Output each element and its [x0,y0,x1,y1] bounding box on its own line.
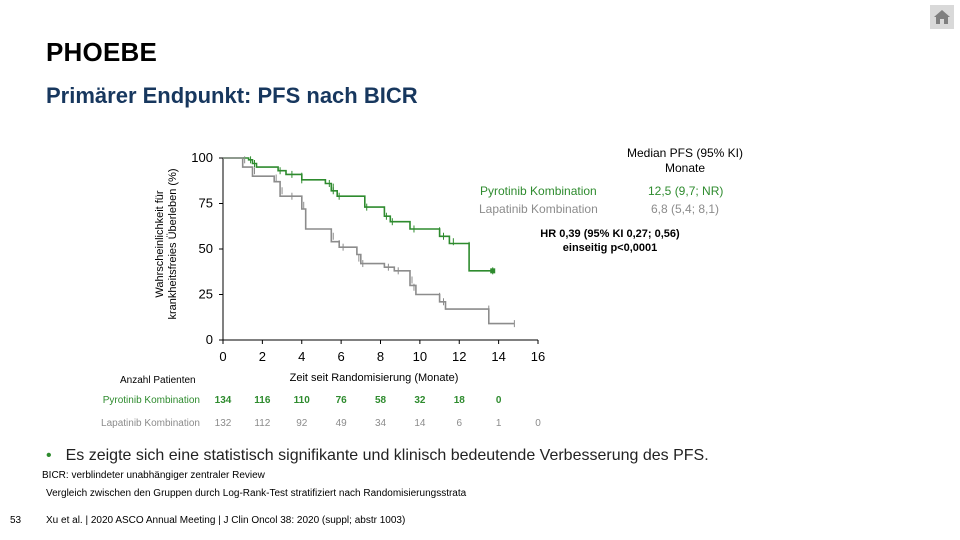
legend-pyrotinib-name: Pyrotinib Kombination [480,184,597,198]
y-axis-label-line1: Wahrscheinlichkeit für [154,190,166,298]
y-tick-label: 50 [199,241,213,256]
risk-table-header: Anzahl Patienten [120,375,196,386]
risk-cell-pyrotinib: 0 [484,395,514,406]
y-tick-label: 0 [206,332,213,347]
chart-axes: 0 25 50 75 100 0 2 4 6 8 10 12 14 16 [191,150,545,364]
risk-cell-lapatinib: 34 [366,418,396,429]
risk-cell-pyrotinib: 18 [444,395,474,406]
bullet-dot-icon: • [46,447,52,464]
risk-cell-lapatinib: 112 [247,418,277,429]
risk-row-label-lapatinib: Lapatinib Kombination [90,418,200,429]
y-tick-label: 25 [199,287,213,302]
risk-cell-lapatinib: 14 [405,418,435,429]
risk-row-label-pyrotinib: Pyrotinib Kombination [90,395,200,406]
risk-cell-lapatinib: 6 [444,418,474,429]
risk-cell-pyrotinib: 134 [208,395,238,406]
y-tick-label: 75 [199,196,213,211]
risk-cell-pyrotinib: 110 [287,395,317,406]
x-tick-label: 6 [338,349,345,364]
risk-cell-lapatinib: 132 [208,418,238,429]
risk-cell-lapatinib: 0 [523,418,553,429]
legend-lapatinib-name: Lapatinib Kombination [479,202,598,216]
citation: Xu et al. | 2020 ASCO Annual Meeting | J… [46,515,405,526]
bullet-item: • Es zeigte sich eine statistisch signifi… [46,447,709,465]
footnote-bicr: BICR: verblindeter unabhängiger zentrale… [42,470,265,481]
risk-cell-pyrotinib: 32 [405,395,435,406]
x-tick-label: 0 [219,349,226,364]
risk-cell-pyrotinib: 76 [326,395,356,406]
footnote-logrank: Vergleich zwischen den Gruppen durch Log… [46,488,466,499]
hazard-ratio-line2: einseitig p<0,0001 [520,241,700,255]
risk-cell-lapatinib: 1 [484,418,514,429]
legend-lapatinib-value: 6,8 (5,4; 8,1) [651,202,719,216]
risk-cell-lapatinib: 92 [287,418,317,429]
legend-header-line1: Median PFS (95% KI) [600,146,770,161]
risk-cell-pyrotinib: 116 [247,395,277,406]
x-tick-label: 4 [298,349,305,364]
x-tick-label: 10 [413,349,427,364]
hazard-ratio: HR 0,39 (95% KI 0,27; 0,56) einseitig p<… [520,227,700,255]
km-curve-lapatinib [223,158,514,324]
legend-header-line2: Monate [600,161,770,176]
x-tick-label: 12 [452,349,466,364]
x-tick-label: 2 [259,349,266,364]
chart-series [223,156,514,327]
km-end-marker-pyrotinib [490,268,495,273]
x-axis-label: Zeit seit Randomisierung (Monate) [290,372,459,384]
x-tick-label: 14 [491,349,505,364]
hazard-ratio-line1: HR 0,39 (95% KI 0,27; 0,56) [520,227,700,241]
bullet-text: Es zeigte sich eine statistisch signifik… [66,447,709,464]
legend-pyrotinib-value: 12,5 (9,7; NR) [648,184,723,198]
risk-cell-pyrotinib: 58 [366,395,396,406]
x-tick-label: 16 [531,349,545,364]
y-axis-label-line2: krankheitsfreies Überleben (%) [167,168,179,319]
page-number: 53 [10,515,21,526]
y-tick-label: 100 [191,150,213,165]
median-pfs-legend: Median PFS (95% KI) Monate [600,146,770,176]
x-tick-label: 8 [377,349,384,364]
risk-cell-lapatinib: 49 [326,418,356,429]
